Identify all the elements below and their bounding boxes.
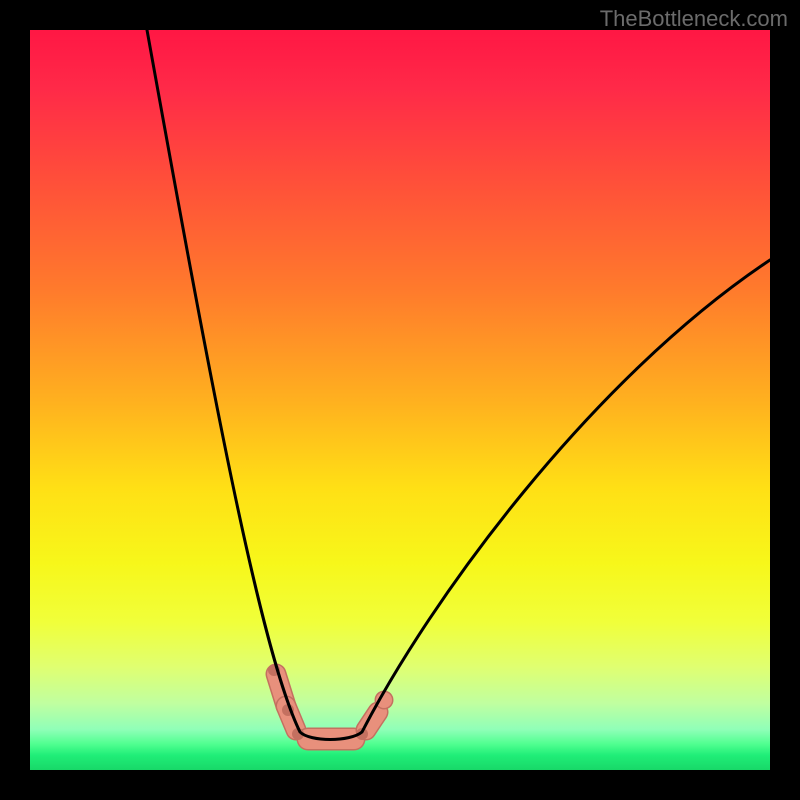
chart-container: TheBottleneck.com xyxy=(0,0,800,800)
curve-layer xyxy=(30,30,770,770)
bottleneck-curve xyxy=(147,30,770,740)
plot-area xyxy=(30,30,770,770)
watermark-text: TheBottleneck.com xyxy=(600,6,788,32)
